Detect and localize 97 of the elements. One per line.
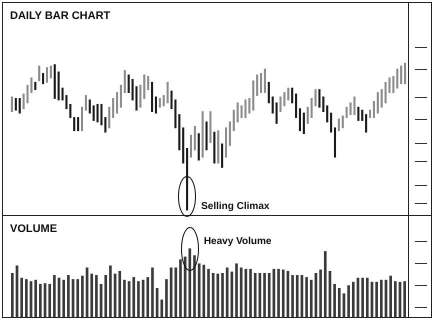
bar — [394, 281, 397, 317]
bar — [216, 274, 220, 317]
bar — [184, 256, 186, 317]
bar — [319, 270, 322, 317]
bar — [361, 278, 364, 317]
bar — [347, 285, 350, 317]
bar — [39, 284, 42, 317]
bar — [72, 279, 74, 317]
chart-title: DAILY BAR CHART — [10, 10, 111, 22]
bar — [179, 259, 182, 317]
bar — [11, 272, 14, 317]
bar — [193, 255, 196, 317]
bar — [370, 282, 374, 317]
bar — [156, 288, 158, 317]
bar — [356, 278, 360, 317]
bar — [174, 268, 178, 317]
bar — [352, 282, 355, 317]
chart-title: VOLUME — [10, 223, 58, 235]
bar — [226, 268, 229, 317]
bar — [137, 281, 140, 317]
bar — [109, 265, 112, 317]
candlestick — [18, 98, 21, 114]
bar — [118, 270, 122, 317]
bar — [244, 268, 248, 317]
bar — [188, 248, 192, 317]
bar — [90, 274, 94, 317]
bar — [48, 284, 52, 317]
bar — [67, 275, 70, 317]
bar — [25, 279, 28, 317]
bar — [123, 280, 126, 317]
bar — [300, 275, 304, 317]
bar — [333, 284, 336, 317]
candlestick — [287, 88, 290, 100]
bar — [95, 275, 98, 317]
bar — [375, 282, 378, 317]
bar — [198, 263, 200, 317]
bar — [151, 268, 154, 317]
bar — [268, 272, 271, 317]
text: Heavy Volume — [204, 236, 272, 247]
bar — [230, 272, 234, 317]
annotation: Selling Climax — [201, 201, 270, 212]
bar — [104, 275, 108, 317]
bar — [30, 281, 32, 317]
bar — [338, 288, 341, 317]
bar — [81, 276, 84, 317]
bar — [380, 280, 383, 317]
bar — [44, 283, 46, 317]
bar — [212, 272, 214, 317]
bar — [342, 293, 346, 317]
bar — [235, 263, 238, 317]
bar — [282, 270, 285, 317]
bar — [263, 272, 266, 317]
bar — [128, 281, 130, 317]
bar — [62, 280, 66, 317]
bar — [314, 272, 318, 317]
candlestick — [217, 130, 220, 164]
candlestick — [198, 133, 200, 160]
bar — [286, 270, 290, 317]
bar — [170, 268, 172, 317]
bar — [16, 265, 18, 317]
candlestick — [38, 66, 40, 82]
bar — [207, 268, 210, 317]
bar — [221, 272, 224, 317]
bar — [324, 251, 327, 317]
bar — [146, 277, 150, 317]
bar — [76, 279, 80, 317]
bar — [20, 278, 24, 317]
bar — [160, 300, 164, 317]
bar — [398, 282, 402, 317]
bar — [165, 279, 168, 317]
bar — [132, 277, 136, 317]
bar — [296, 275, 299, 317]
bar — [403, 281, 406, 317]
bar — [366, 278, 369, 317]
bar — [389, 276, 392, 317]
bar — [58, 278, 60, 317]
bar — [34, 280, 38, 317]
candlestick — [128, 74, 130, 93]
bar — [240, 268, 243, 317]
bar — [328, 270, 332, 317]
bar — [310, 280, 313, 317]
candlestick — [54, 64, 56, 99]
bar — [254, 272, 257, 317]
bar — [272, 268, 276, 317]
bar — [86, 268, 88, 317]
bar — [114, 274, 116, 317]
bar — [258, 272, 262, 317]
bar — [142, 280, 144, 317]
bar — [277, 268, 280, 317]
bar — [100, 284, 102, 317]
bar — [249, 268, 252, 317]
bar — [291, 275, 294, 317]
bar — [53, 275, 56, 317]
bar — [305, 277, 308, 317]
bar — [202, 264, 206, 317]
candlestick — [34, 82, 36, 90]
bar — [384, 280, 388, 317]
